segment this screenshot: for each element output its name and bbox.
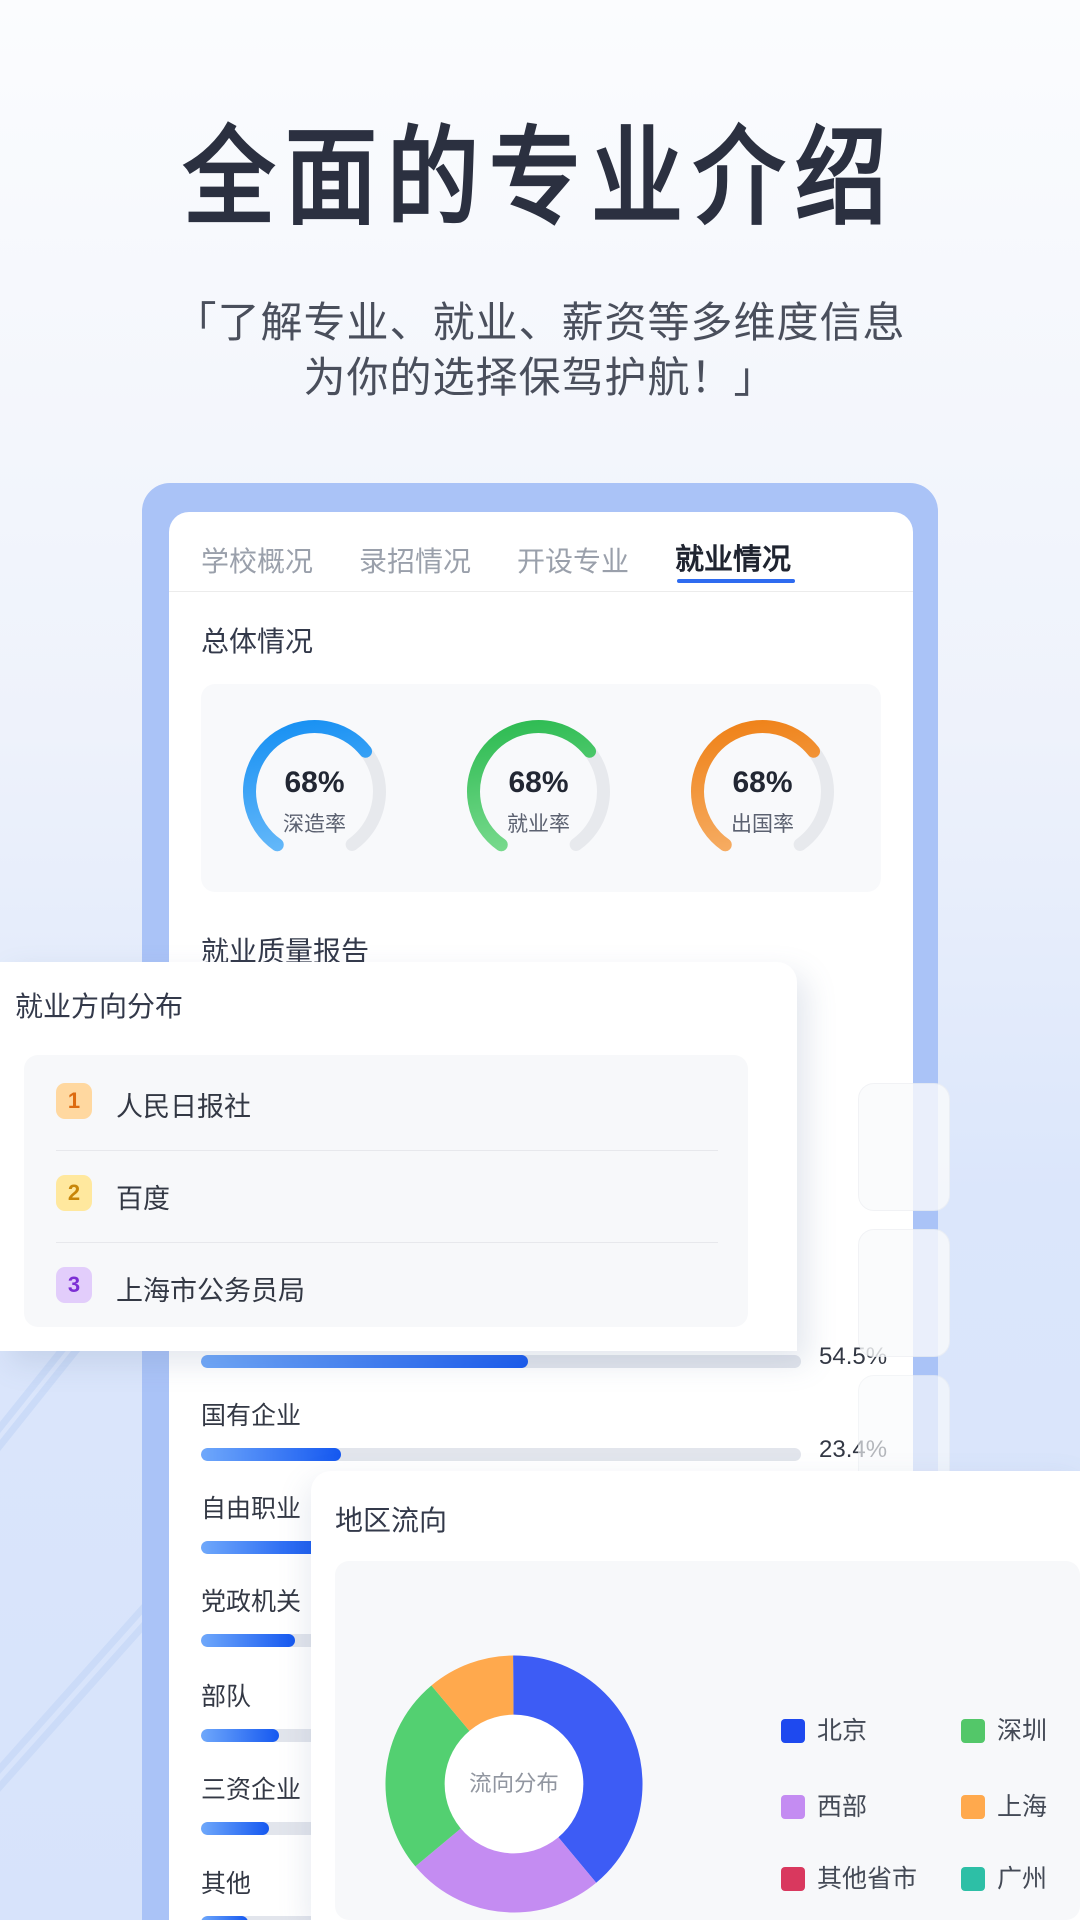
svg-text:流向分布: 流向分布: [469, 1771, 559, 1796]
